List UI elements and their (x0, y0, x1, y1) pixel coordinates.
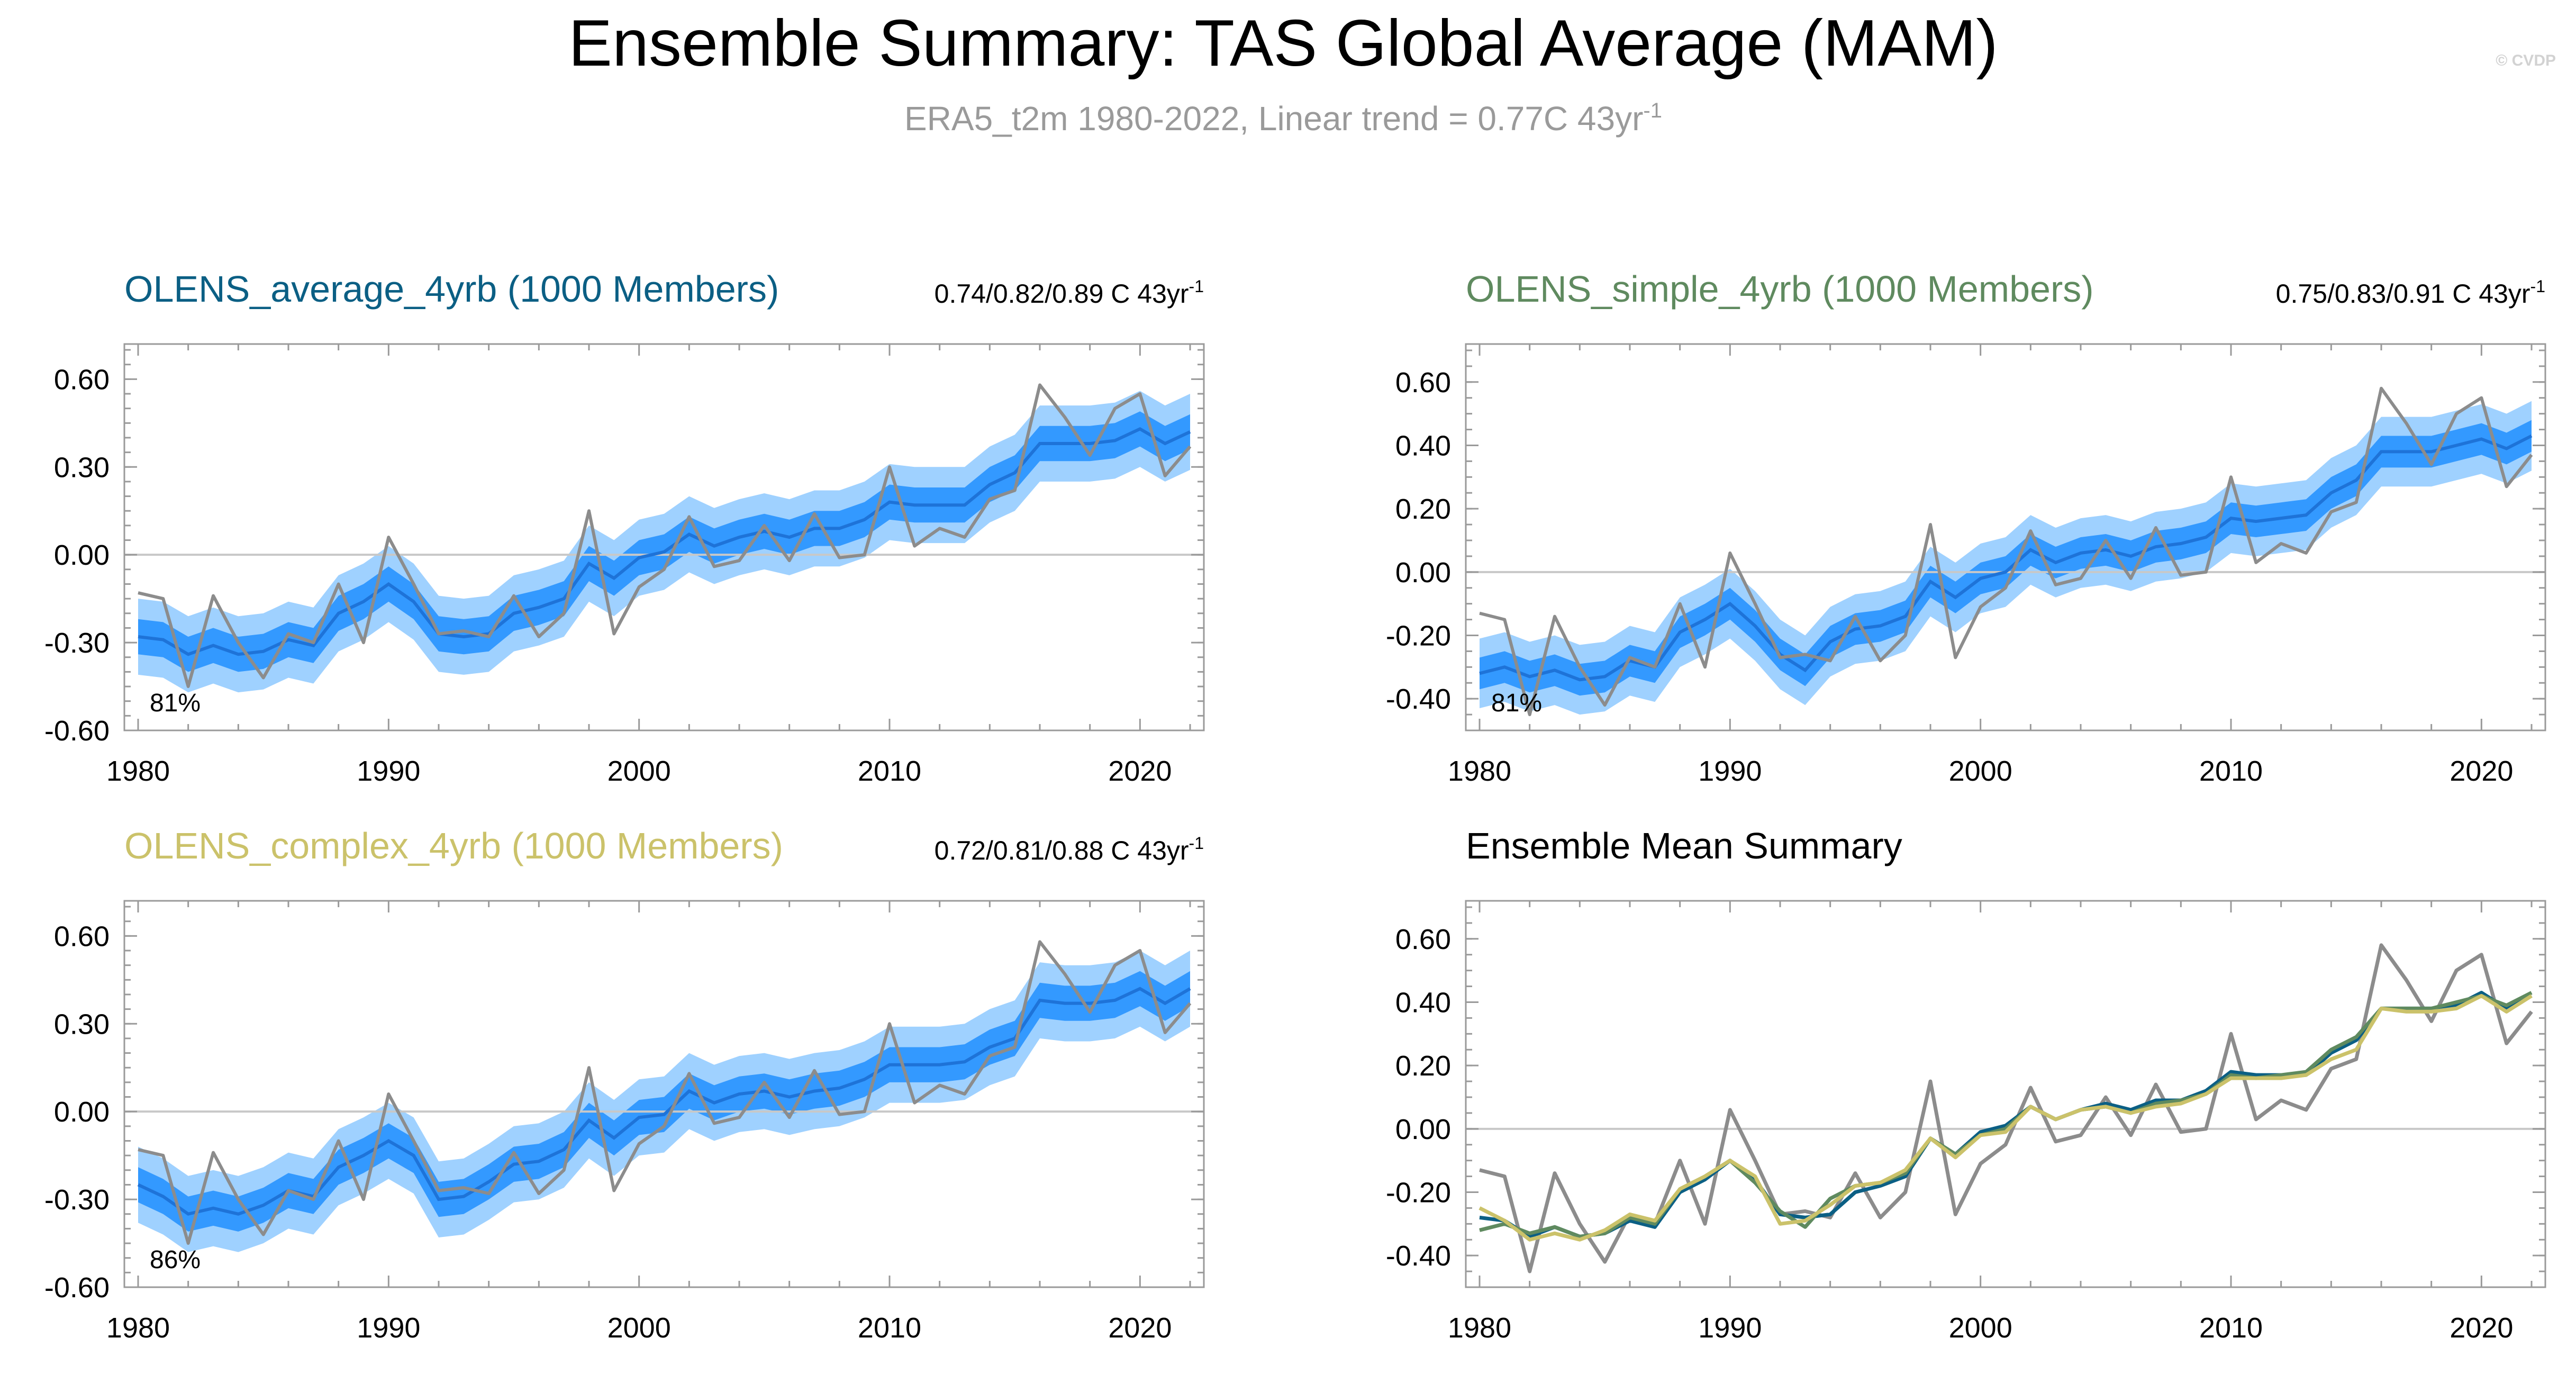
x-tick-label: 2020 (1108, 1312, 1172, 1344)
x-tick-label: 2010 (2199, 1312, 2263, 1344)
series-line-era5-t2m (1479, 386, 2533, 717)
x-tick-label: 1980 (106, 755, 170, 787)
y-tick-label: 0.60 (54, 920, 110, 952)
panel-title: OLENS_average_4yrb (1000 Members) (124, 268, 779, 310)
figure-subtitle-main: ERA5_t2m 1980-2022, Linear trend = 0.77C… (904, 100, 1643, 138)
plot-area (124, 383, 1204, 693)
series-line-olens-simple-4yrb (1479, 991, 2533, 1239)
panel-title: OLENS_complex_4yrb (1000 Members) (124, 825, 783, 866)
x-tick-label: 2000 (1949, 1312, 2012, 1344)
percent-label: 81% (1491, 689, 1542, 717)
panel-ensemble-mean-summary: Ensemble Mean Summary 1980 1990 2000 2010 202… (1386, 825, 2546, 1344)
panel-title: Ensemble Mean Summary (1466, 825, 1902, 866)
x-tick-label: 2010 (858, 755, 921, 787)
percent-label: 86% (150, 1246, 201, 1274)
trend-superscript: -1 (1189, 277, 1204, 296)
plot-area (1466, 386, 2545, 717)
series-line-era5-t2m (138, 383, 1192, 688)
percent-label: 81% (150, 689, 201, 717)
series-line-olens-average-4yrb (1479, 991, 2533, 1239)
x-tick-label: 2010 (2199, 755, 2263, 787)
panel-title: OLENS_simple_4yrb (1000 Members) (1466, 268, 2094, 310)
copyright-mark: © CVDP (2496, 52, 2556, 69)
y-tick-label: 0.30 (54, 1008, 110, 1040)
panel-simple-4yrb: OLENS_simple_4yrb (1000 Members) 0.75/0.8… (1386, 268, 2546, 787)
y-tick-label: 0.30 (54, 451, 110, 483)
trend-label: 0.74/0.82/0.89 C 43yr-1 (935, 277, 1204, 309)
x-tick-label: 2000 (607, 1312, 671, 1344)
y-tick-label: -0.20 (1386, 620, 1451, 652)
x-tick-label: 1990 (1698, 755, 1762, 787)
plot-frame (123, 900, 1205, 1288)
y-tick-label: -0.30 (44, 1184, 110, 1216)
trend-label: 0.75/0.83/0.91 C 43yr-1 (2276, 277, 2545, 309)
trend-label: 0.72/0.81/0.88 C 43yr-1 (935, 834, 1204, 865)
y-tick-label: 0.00 (1395, 1114, 1451, 1145)
y-tick-label: 0.20 (1395, 1050, 1451, 1082)
y-tick-label: 0.60 (1395, 367, 1451, 399)
y-tick-label: 0.40 (1395, 430, 1451, 462)
inner-spread-band (138, 411, 1190, 672)
inner-spread-band (1480, 420, 2532, 696)
y-tick-label: -0.20 (1386, 1177, 1451, 1208)
ensemble-mean-line (138, 427, 1191, 656)
trend-superscript: -1 (1189, 834, 1204, 853)
x-tick-label: 1990 (357, 755, 420, 787)
y-tick-label: 0.60 (1395, 924, 1451, 955)
x-tick-label: 1980 (1448, 755, 1511, 787)
plot-area (1466, 943, 2545, 1273)
figure-title: Ensemble Summary: TAS Global Average (MA… (568, 7, 1998, 80)
plot-area (124, 940, 1204, 1252)
x-tick-label: 1980 (1448, 1312, 1511, 1344)
x-tick-label: 2020 (2450, 1312, 2513, 1344)
plot-frame (1465, 343, 2546, 731)
x-tick-label: 1990 (357, 1312, 420, 1344)
y-tick-label: 0.60 (54, 364, 110, 395)
trend-superscript: -1 (2530, 277, 2545, 296)
series-line-olens-complex-4yrb (1479, 994, 2533, 1242)
x-tick-label: 2020 (1108, 755, 1172, 787)
panel-average-4yrb: OLENS_average_4yrb (1000 Members) 0.74/0.… (44, 268, 1205, 787)
figure-subtitle-superscript: -1 (1643, 99, 1662, 122)
series-line-era5-t2m (138, 940, 1192, 1245)
y-tick-label: 0.40 (1395, 987, 1451, 1018)
y-tick-label: -0.60 (44, 715, 110, 747)
trend-value: 0.72/0.81/0.88 C 43yr (935, 836, 1189, 865)
panel-complex-4yrb: OLENS_complex_4yrb (1000 Members) 0.72/0.… (44, 825, 1205, 1344)
x-tick-label: 2010 (858, 1312, 921, 1344)
y-tick-label: 0.00 (54, 539, 110, 571)
x-tick-label: 1980 (106, 1312, 170, 1344)
trend-value: 0.74/0.82/0.89 C 43yr (935, 279, 1189, 309)
y-tick-label: -0.60 (44, 1272, 110, 1304)
y-tick-label: 0.20 (1395, 493, 1451, 525)
x-tick-label: 2000 (1949, 755, 2012, 787)
x-tick-label: 1990 (1698, 1312, 1762, 1344)
y-tick-label: 0.00 (1395, 557, 1451, 589)
inner-spread-band (138, 971, 1190, 1232)
y-tick-label: -0.40 (1386, 1240, 1451, 1272)
x-tick-label: 2000 (607, 755, 671, 787)
y-tick-label: -0.40 (1386, 683, 1451, 715)
y-tick-label: -0.30 (44, 627, 110, 659)
figure-subtitle: ERA5_t2m 1980-2022, Linear trend = 0.77C… (904, 99, 1662, 138)
x-tick-label: 2020 (2450, 755, 2513, 787)
plot-frame (123, 343, 1205, 731)
trend-value: 0.75/0.83/0.91 C 43yr (2276, 279, 2530, 309)
plot-frame (1465, 900, 2546, 1288)
y-tick-label: 0.00 (54, 1096, 110, 1128)
